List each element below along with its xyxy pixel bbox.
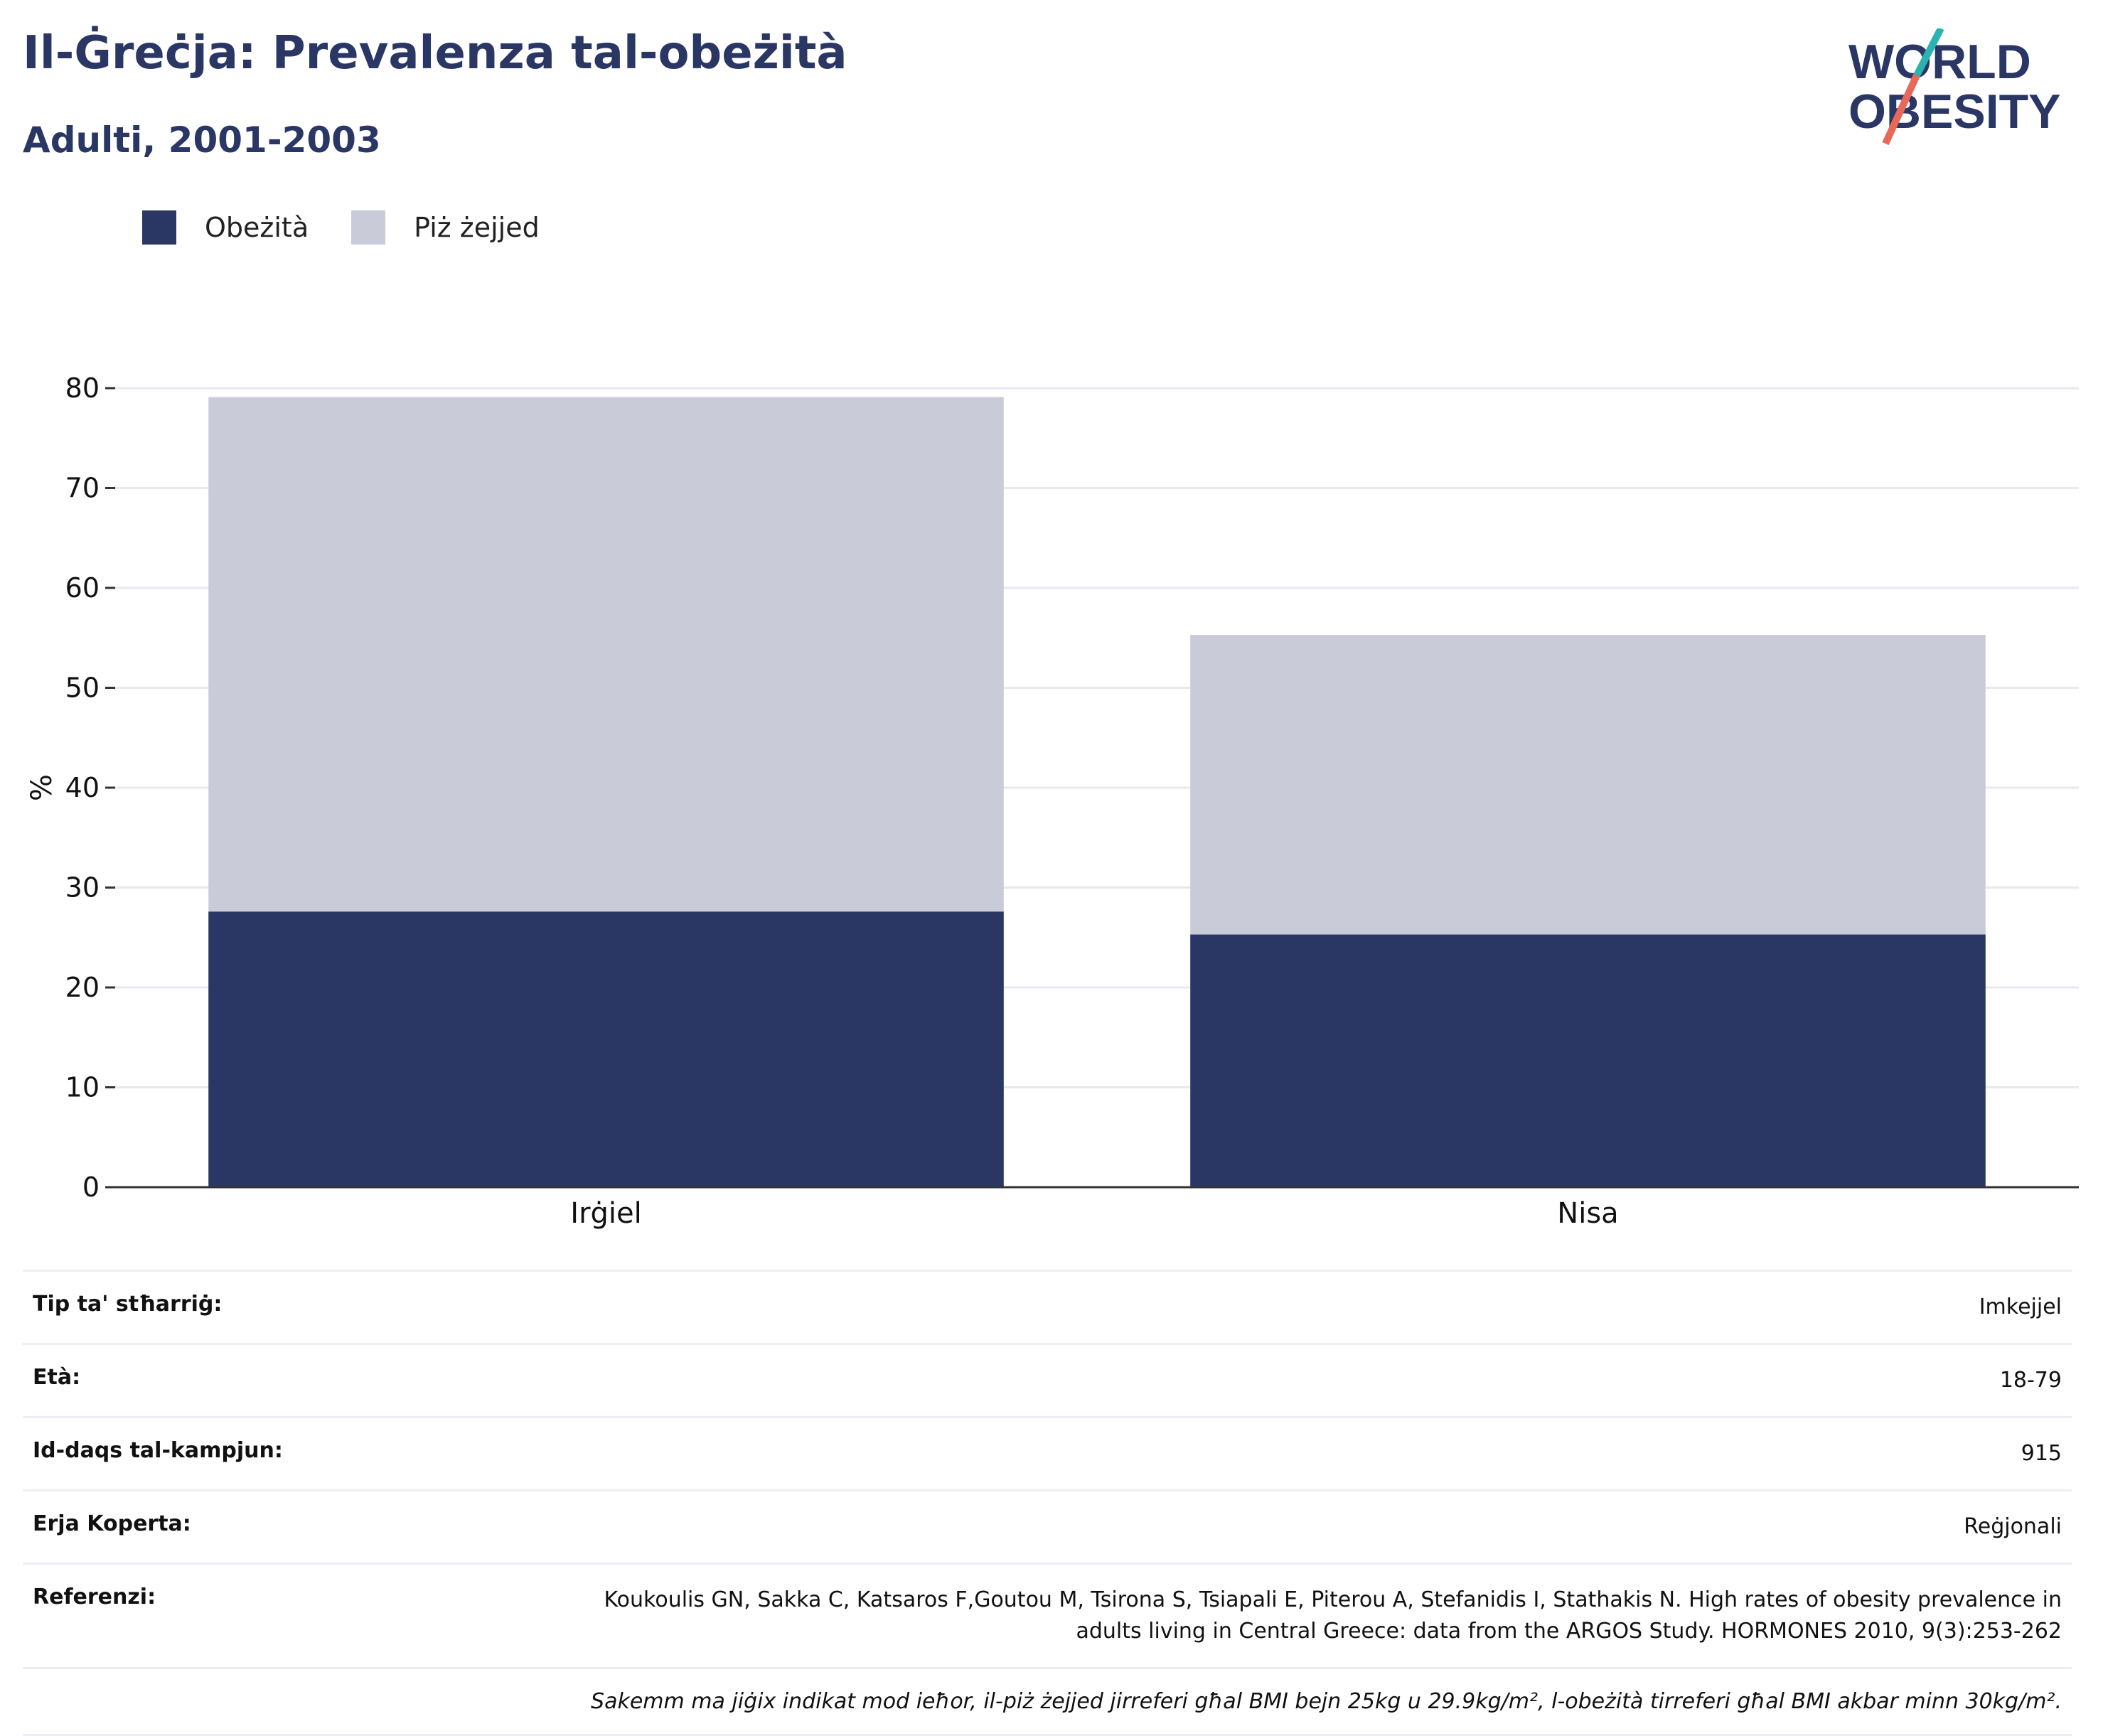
info-label: Erja Koperta:	[33, 1511, 191, 1536]
y-tick-label: 80	[65, 373, 100, 404]
chart-legend: Obeżità Piż żejjed	[142, 210, 582, 245]
y-tick-label: 70	[65, 473, 100, 504]
x-tick-label: Nisa	[1557, 1197, 1618, 1230]
info-value: 18-79	[1999, 1368, 2062, 1393]
logo-line2: OBESITY	[1848, 85, 2061, 139]
info-value: 915	[2021, 1441, 2062, 1466]
y-tick-label: 10	[65, 1072, 100, 1103]
info-label: Tip ta' stħarriġ:	[33, 1292, 223, 1317]
y-tick-label: 20	[65, 972, 100, 1003]
y-tick-label: 40	[65, 772, 100, 803]
y-tick-label: 50	[65, 673, 100, 704]
legend-swatch-obesity	[142, 210, 176, 245]
y-tick-label: 0	[82, 1172, 100, 1203]
info-value: Imkejjel	[1979, 1295, 2062, 1319]
survey-info-table: Tip ta' stħarriġ: Imkejjel Età: 18-79 Id…	[23, 1270, 2072, 1736]
info-row-survey-type: Tip ta' stħarriġ: Imkejjel	[23, 1270, 2072, 1343]
legend-item-overweight: Piż żejjed	[351, 210, 540, 245]
page-subtitle: Adulti, 2001-2003	[23, 119, 381, 161]
legend-item-obesity: Obeżità	[142, 210, 309, 245]
legend-label-overweight: Piż żejjed	[414, 212, 540, 243]
y-tick-label: 30	[65, 872, 100, 904]
info-value: Reġjonali	[1964, 1514, 2062, 1539]
info-row-sample-size: Id-daqs tal-kampjun: 915	[23, 1416, 2072, 1489]
y-axis-title: %	[26, 774, 58, 801]
info-label: Id-daqs tal-kampjun:	[33, 1438, 283, 1463]
bar-obesity-0	[208, 911, 1004, 1187]
stacked-bar-chart: 0 10 20 30 40 50 60 70 80% Irġiel Nisa	[26, 373, 2079, 1230]
info-label: Età:	[33, 1365, 81, 1390]
y-tick-label: 60	[65, 572, 100, 604]
legend-label-obesity: Obeżità	[205, 212, 309, 243]
logo-slash-teal	[1913, 28, 1944, 77]
logo-line1: WORLD	[1848, 35, 2031, 89]
bar-overweight-1	[1190, 635, 1986, 935]
info-value-reference: Koukoulis GN, Sakka C, Katsaros F,Goutou…	[604, 1587, 2062, 1644]
world-obesity-logo: WORLD OBESITY	[1848, 28, 2061, 146]
bar-obesity-1	[1190, 934, 1986, 1187]
info-label: Referenzi:	[33, 1585, 156, 1609]
info-row-references: Referenzi: Koukoulis GN, Sakka C, Katsar…	[23, 1563, 2072, 1667]
bar-overweight-0	[208, 397, 1004, 912]
info-row-age: Età: 18-79	[23, 1343, 2072, 1416]
page-title: Il-Ġreċja: Prevalenza tal-obeżità	[23, 27, 847, 80]
bmi-definition-note: Sakemm ma jiġix indikat mod ieħor, il-pi…	[23, 1667, 2072, 1736]
logo-slash-red	[1882, 73, 1920, 146]
info-row-area-covered: Erja Koperta: Reġjonali	[23, 1489, 2072, 1563]
legend-swatch-overweight	[351, 210, 386, 245]
x-tick-label: Irġiel	[570, 1197, 641, 1230]
